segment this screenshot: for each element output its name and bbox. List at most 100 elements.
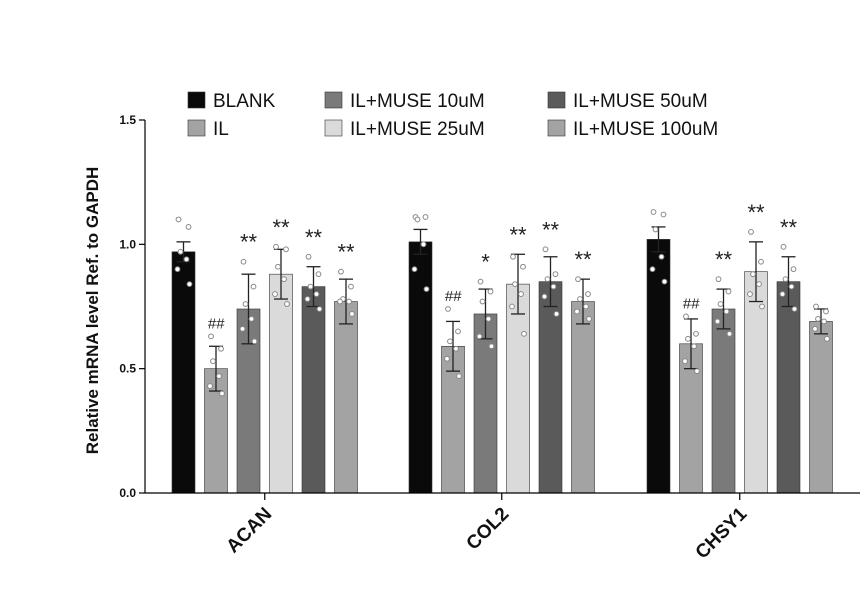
data-point	[453, 345, 459, 352]
data-point	[649, 266, 656, 273]
significance-label: **	[240, 230, 258, 255]
data-point	[456, 373, 462, 380]
legend-label: IL+MUSE 100uM	[573, 119, 718, 140]
legend-label: IL+MUSE 10uM	[350, 91, 485, 112]
x-category-label: ACAN	[223, 504, 277, 558]
data-point	[779, 291, 786, 297]
axes-layer: Relative mRNA level Ref. to GAPDH	[83, 120, 860, 494]
data-point	[479, 298, 486, 305]
legend-label: IL+MUSE 25uM	[350, 119, 485, 140]
data-point	[444, 355, 450, 362]
data-point	[349, 311, 355, 317]
bar	[646, 239, 671, 494]
significance-label: **	[305, 225, 323, 250]
y-ticks-layer: 0.0 0.5 1.0 1.5	[119, 113, 145, 500]
bar	[473, 313, 498, 494]
bar	[301, 286, 326, 494]
legend-swatch	[187, 119, 206, 137]
data-point	[273, 243, 279, 250]
data-point	[284, 301, 290, 307]
legend-swatch	[324, 91, 343, 109]
data-point	[683, 313, 689, 320]
significance-label: **	[574, 247, 592, 272]
data-point	[521, 330, 527, 337]
bar	[171, 251, 196, 494]
data-point	[250, 283, 257, 290]
legend-label: IL+MUSE 50uM	[573, 91, 708, 112]
data-point	[685, 335, 691, 342]
data-point	[414, 216, 421, 223]
significance-label: **	[509, 222, 527, 247]
data-point	[174, 266, 181, 273]
legend-swatch	[187, 91, 206, 109]
data-point	[583, 303, 589, 310]
data-point	[723, 308, 730, 315]
data-point	[813, 303, 819, 310]
data-point	[304, 296, 311, 302]
data-point	[552, 271, 559, 278]
data-point	[488, 343, 495, 350]
x-categories-layer: ACAN COL2 CHSY1	[223, 493, 752, 563]
data-point	[824, 335, 830, 342]
data-point	[337, 298, 343, 305]
data-point	[346, 298, 352, 305]
y-tick-label: 0.5	[119, 362, 136, 376]
data-point	[574, 308, 580, 315]
y-tick-label: 0.0	[119, 486, 136, 500]
data-point	[210, 358, 216, 365]
data-point	[577, 296, 583, 302]
data-point	[694, 368, 700, 375]
significance-layer: #### ##*** **** ****** ** **** **	[208, 200, 798, 332]
data-point	[821, 318, 827, 325]
bars-layer	[171, 239, 833, 494]
data-point	[423, 286, 430, 292]
significance-label: *	[481, 250, 490, 275]
significance-label: **	[780, 215, 798, 240]
significance-label: ##	[208, 315, 225, 332]
data-point	[240, 258, 247, 265]
data-point	[812, 325, 818, 332]
data-point	[586, 316, 592, 322]
data-point	[185, 224, 192, 230]
data-point	[422, 214, 429, 220]
data-point	[275, 263, 281, 270]
data-point	[208, 333, 214, 340]
data-point	[455, 328, 461, 335]
data-point	[248, 316, 255, 322]
data-point	[691, 343, 697, 350]
legend-swatch	[547, 91, 566, 109]
data-point	[411, 266, 418, 273]
bar	[334, 301, 358, 494]
data-point	[477, 278, 484, 285]
y-tick-label: 1.0	[119, 237, 136, 251]
data-point	[661, 278, 668, 285]
data-point	[476, 333, 483, 340]
data-point	[788, 283, 795, 290]
data-point	[520, 263, 526, 270]
data-point	[782, 276, 789, 283]
bar	[269, 273, 293, 494]
data-point	[658, 253, 665, 260]
data-point	[510, 253, 516, 260]
data-point	[487, 288, 494, 295]
data-point	[550, 283, 557, 290]
data-point	[239, 325, 246, 332]
data-point	[242, 301, 249, 307]
x-category-label: COL2	[463, 504, 514, 555]
data-point	[175, 216, 182, 223]
data-point	[682, 358, 688, 365]
data-point	[726, 330, 733, 337]
bar	[809, 321, 833, 494]
bar	[711, 308, 736, 494]
data-point	[177, 248, 184, 255]
significance-label: **	[715, 247, 733, 272]
data-point	[218, 345, 224, 352]
data-point	[650, 209, 657, 215]
data-point	[715, 276, 722, 283]
data-point	[542, 246, 549, 253]
significance-label: **	[747, 200, 765, 225]
data-point	[758, 258, 764, 265]
significance-label: ##	[683, 295, 700, 312]
chart-legend: BLANK IL IL+MUSE 10uM IL+MUSE 25uM IL+MUSE 5…	[187, 91, 718, 140]
data-point	[281, 276, 287, 283]
